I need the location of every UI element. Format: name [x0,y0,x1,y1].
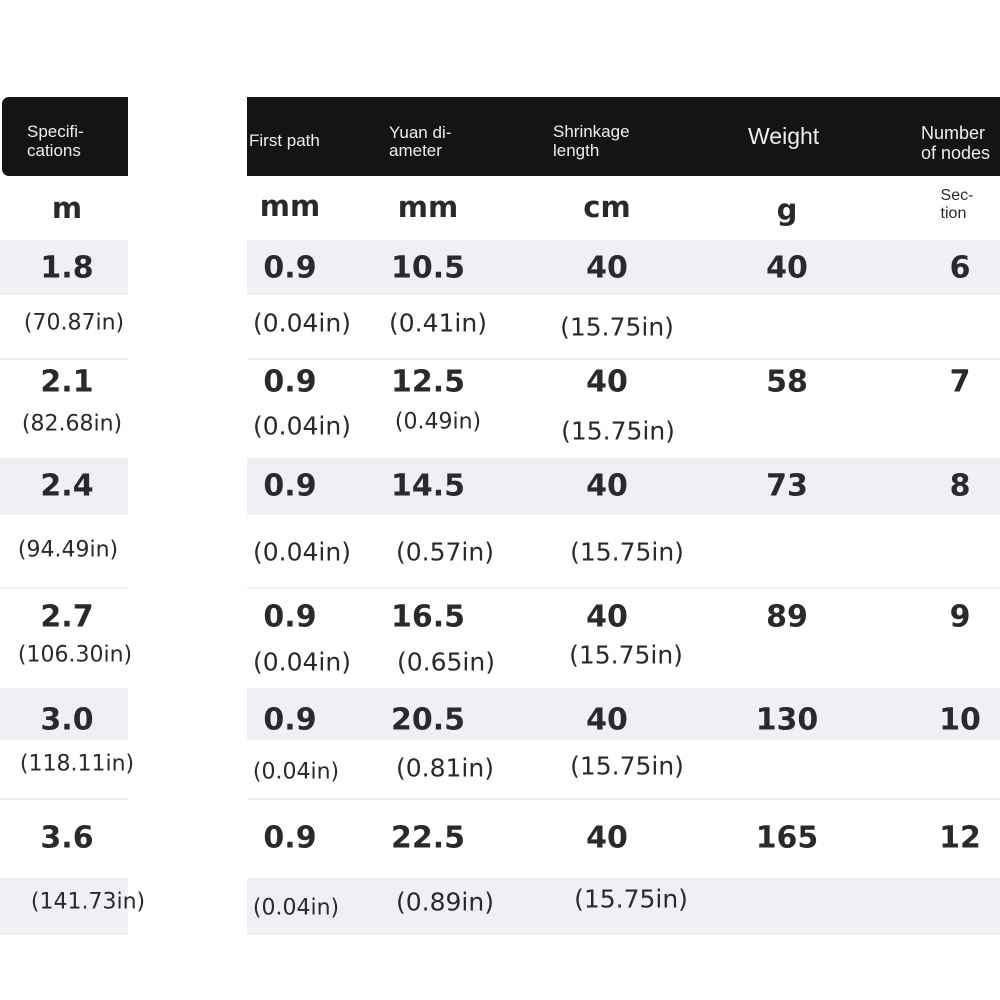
cell-nodes: 7 [949,364,971,400]
row-divider [0,358,128,360]
cell-shrink: 40 [586,820,628,856]
row-divider [247,358,1000,360]
cell-weight: 40 [766,250,808,286]
cell-first-inches: (0.04in) [252,759,340,785]
unit-yuan-diameter: mm [397,190,459,224]
cell-yuan: 14.5 [390,468,466,504]
cell-first: 0.9 [263,250,317,286]
cell-nodes: 10 [939,702,981,738]
cell-yuan: 10.5 [390,250,466,286]
cell-weight: 165 [755,820,819,856]
header-weight: Weight [748,123,820,149]
unit-shrinkage-length: cm [583,190,631,224]
header-number-of-nodes: Number of nodes [921,123,991,163]
cell-shrink-inches: (15.75in) [569,640,683,670]
cell-yuan-inches: (0.41in) [389,308,487,338]
header-shrinkage-length: Shrinkage length [553,122,630,160]
cell-weight: 89 [766,599,808,635]
header-first-path: First path [249,131,320,150]
row-divider [0,798,128,800]
cell-spec: 2.1 [40,364,94,400]
cell-yuan: 22.5 [390,820,466,856]
cell-shrink-inches: (15.75in) [570,537,684,567]
cell-spec-inches: (141.73in) [30,889,146,915]
header-row: First path Yuan di- ameter Shrinkage len… [247,97,1000,176]
cell-shrink: 40 [586,364,628,400]
row-band [247,240,1000,295]
cell-shrink-inches: (15.75in) [570,751,684,781]
cell-first-inches: (0.04in) [253,308,351,338]
row-band [0,240,128,295]
header-yuan-diameter: Yuan di- ameter [389,123,452,160]
row-divider [0,587,128,589]
unit-first-path: mm [259,189,321,223]
cell-first: 0.9 [263,702,317,738]
cell-spec: 3.0 [40,702,94,738]
cell-yuan: 12.5 [390,364,466,400]
cell-spec-inches: (118.11in) [19,751,135,777]
cell-spec: 3.6 [40,820,94,856]
cell-weight: 73 [766,468,808,504]
cell-yuan: 16.5 [390,599,466,635]
row-band [0,458,128,515]
unit-specifications: m [51,191,83,225]
row-band [247,688,1000,740]
header-specifications-label: Specifi- cations [27,122,84,160]
cell-shrink: 40 [586,599,628,635]
cell-yuan-inches: (0.65in) [397,647,495,677]
cell-spec-inches: (70.87in) [23,310,125,336]
cell-spec: 2.7 [40,599,94,635]
cell-shrink: 40 [586,702,628,738]
row-band [0,878,128,935]
cell-first: 0.9 [263,364,317,400]
cell-first: 0.9 [263,820,317,856]
cell-nodes: 12 [939,820,981,856]
cell-shrink: 40 [586,250,628,286]
cell-nodes: 8 [949,468,971,504]
row-divider [247,587,1000,589]
cell-weight: 130 [755,702,819,738]
cell-spec: 2.4 [40,468,94,504]
unit-number-of-nodes: Sec- tion [940,187,974,222]
cell-yuan: 20.5 [390,702,466,738]
cell-spec: 1.8 [40,250,94,286]
cell-first-inches: (0.04in) [252,895,340,921]
cell-first-inches: (0.04in) [253,537,351,567]
cell-shrink-inches: (15.75in) [560,312,674,342]
header-specifications: Specifi- cations [2,97,128,176]
row-divider [247,798,1000,800]
cell-yuan-inches: (0.57in) [396,537,494,567]
cell-shrink-inches: (15.75in) [561,416,675,446]
cell-first-inches: (0.04in) [253,647,351,677]
cell-yuan-inches: (0.89in) [396,887,494,917]
cell-spec-inches: (94.49in) [17,537,119,563]
cell-shrink-inches: (15.75in) [574,884,688,914]
row-band [247,878,1000,935]
cell-first: 0.9 [263,599,317,635]
unit-weight: g [776,193,798,227]
cell-first: 0.9 [263,468,317,504]
cell-weight: 58 [766,364,808,400]
cell-yuan-inches: (0.49in) [394,409,482,435]
cell-yuan-inches: (0.81in) [396,753,494,783]
cell-spec-inches: (82.68in) [21,411,123,437]
row-band [247,458,1000,515]
cell-nodes: 6 [949,250,971,286]
row-band [0,688,128,740]
cell-nodes: 9 [949,599,971,635]
cell-spec-inches: (106.30in) [17,642,133,668]
cell-shrink: 40 [586,468,628,504]
cell-first-inches: (0.04in) [253,411,351,441]
